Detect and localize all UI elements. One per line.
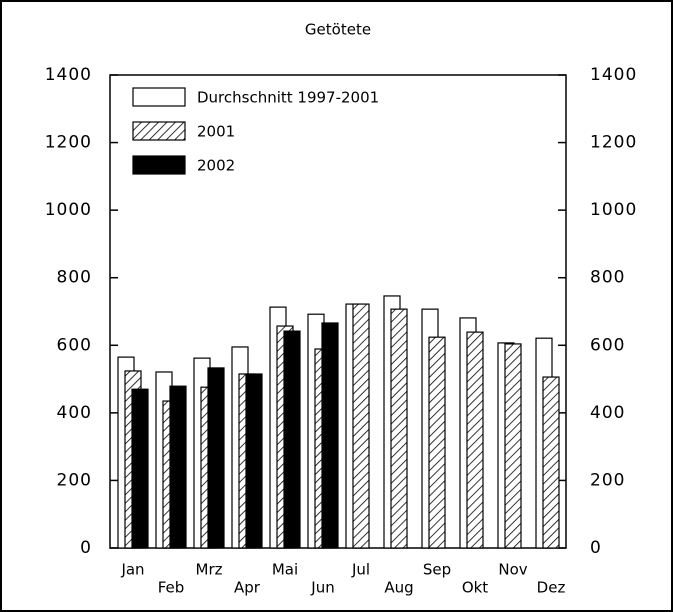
bar (131, 388, 149, 549)
legend-label: 2002 (197, 157, 235, 175)
bar (428, 336, 446, 549)
bar (207, 367, 225, 549)
bar (245, 373, 263, 549)
y2-tick-label: 400 (590, 403, 625, 423)
legend-swatch (132, 87, 186, 107)
y-tick-label: 200 (57, 470, 92, 490)
x-tick-label: Jan (120, 561, 144, 579)
bar (283, 330, 301, 549)
bar (542, 376, 560, 549)
bar (466, 331, 484, 549)
y2-tick-label: 1200 (590, 133, 637, 153)
x-tick-label: Okt (462, 579, 488, 597)
y-tick-label: 400 (57, 403, 92, 423)
legend-label: 2001 (197, 123, 235, 141)
x-tick-label: Feb (158, 579, 185, 597)
x-tick-label: Mai (272, 561, 298, 579)
y2-tick-label: 1400 (590, 65, 637, 85)
bar (321, 322, 339, 549)
x-tick-label: Dez (537, 579, 566, 597)
x-tick-label: Sep (423, 561, 451, 579)
y2-tick-label: 0 (590, 538, 602, 558)
y-tick-label: 600 (57, 335, 92, 355)
legend-swatch (132, 121, 186, 141)
bar (169, 385, 187, 549)
y-tick-label: 1200 (45, 133, 92, 153)
y-tick-label: 0 (80, 538, 92, 558)
x-tick-label: Aug (384, 579, 413, 597)
y-tick-label: 1400 (45, 65, 92, 85)
chart-title: Getötete (305, 21, 371, 39)
bar (390, 308, 408, 549)
legend-label: Durchschnitt 1997-2001 (197, 89, 379, 107)
x-tick-label: Apr (234, 579, 261, 597)
y2-tick-label: 600 (590, 335, 625, 355)
x-tick-label: Jun (310, 579, 334, 597)
y-tick-label: 1000 (45, 200, 92, 220)
legend-swatch (132, 155, 186, 175)
y2-tick-label: 1000 (590, 200, 637, 220)
bar (504, 343, 522, 549)
bar (352, 303, 370, 549)
y2-tick-label: 800 (590, 268, 625, 288)
x-tick-label: Jul (351, 561, 370, 579)
y-tick-label: 800 (57, 268, 92, 288)
x-tick-label: Nov (498, 561, 527, 579)
x-tick-label: Mrz (196, 561, 223, 579)
y2-tick-label: 200 (590, 470, 625, 490)
